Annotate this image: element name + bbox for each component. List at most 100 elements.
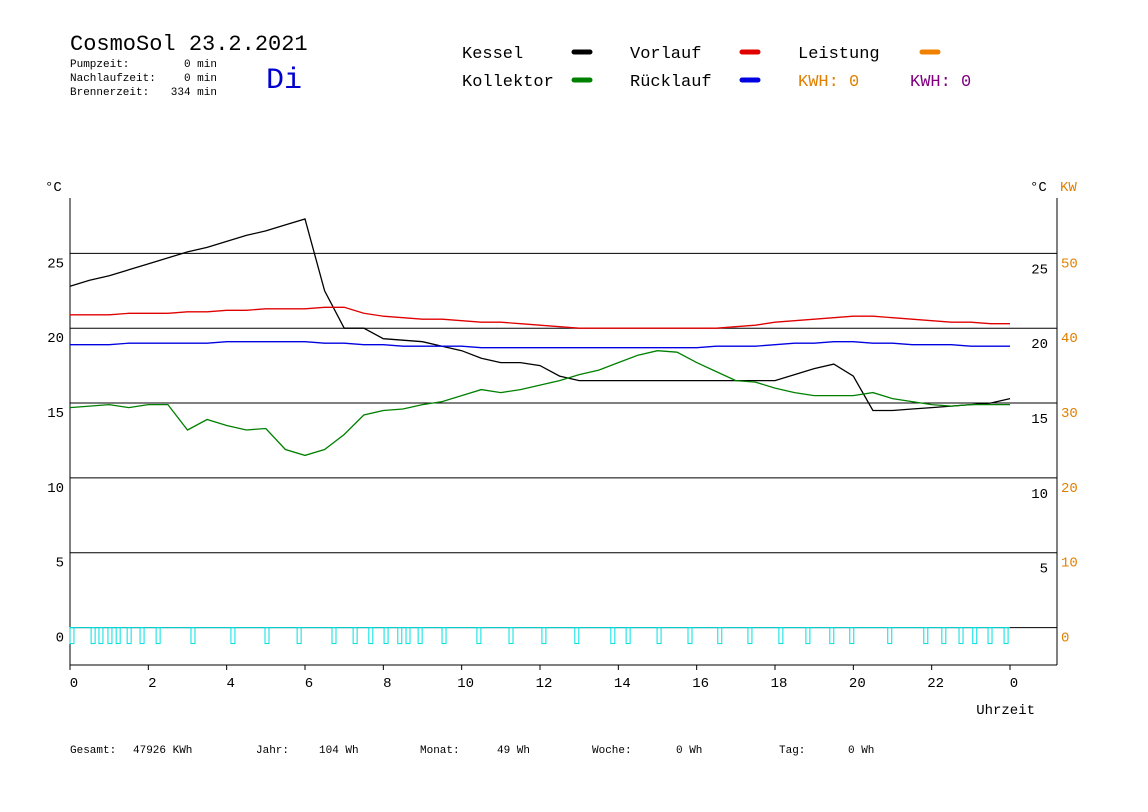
y-right-tick-label: 5 <box>1040 562 1048 578</box>
y-right-tick-label: 10 <box>1031 487 1048 503</box>
pump-pulse <box>264 627 270 645</box>
x-tick-label: 12 <box>536 676 553 692</box>
x-tick-label: 8 <box>383 676 391 692</box>
pump-pulse <box>778 627 784 645</box>
footer-label: Woche: <box>592 745 632 757</box>
pump-pulse <box>441 627 447 645</box>
footer-label: Monat: <box>420 745 460 757</box>
y-right-tick-label: 15 <box>1031 412 1048 428</box>
kwh-label: KWH: 0 <box>798 73 859 92</box>
legend-label: Kollektor <box>462 73 554 92</box>
pump-pulse <box>987 627 993 645</box>
y2-tick-label: 20 <box>1061 481 1078 497</box>
stat-value: 0 min <box>184 59 217 71</box>
footer-label: Jahr: <box>256 745 289 757</box>
title: CosmoSol 23.2.2021 <box>70 32 308 57</box>
pump-pulse <box>368 627 374 645</box>
pump-pulse <box>610 627 616 645</box>
series-line <box>70 341 1010 349</box>
footer-value: 47926 KWh <box>133 745 192 757</box>
pump-pulse <box>69 627 75 645</box>
pump-pulse <box>656 627 662 645</box>
legend-label: Leistung <box>798 45 880 64</box>
pump-pulse <box>126 627 132 645</box>
y-tick-label: 0 <box>56 631 64 647</box>
x-tick-label: 4 <box>226 676 234 692</box>
x-tick-label: 6 <box>305 676 313 692</box>
y2-axis-label: KW <box>1060 180 1077 196</box>
y-tick-label: 10 <box>47 481 64 497</box>
pump-pulse <box>107 627 113 645</box>
footer-value: 0 Wh <box>848 745 874 757</box>
series-line <box>70 306 1010 329</box>
y-right-tick-label: 25 <box>1031 262 1048 278</box>
stat-value: 334 min <box>171 87 217 99</box>
x-tick-label: 16 <box>692 676 709 692</box>
x-tick-label: 0 <box>70 676 78 692</box>
pump-pulse <box>331 627 337 645</box>
weekday: Di <box>266 64 302 98</box>
pump-pulse <box>687 627 693 645</box>
pump-pulse <box>541 627 547 645</box>
stat-label: Pumpzeit: <box>70 59 129 71</box>
x-tick-label: 14 <box>614 676 631 692</box>
y-tick-label: 5 <box>56 556 64 572</box>
pump-pulse <box>1003 627 1009 645</box>
pump-pulse <box>829 627 835 645</box>
x-tick-label: 18 <box>771 676 788 692</box>
pump-pulse <box>508 627 514 645</box>
y2-tick-label: 30 <box>1061 406 1078 422</box>
x-tick-label: 20 <box>849 676 866 692</box>
pump-pulse <box>941 627 947 645</box>
stat-value: 0 min <box>184 73 217 85</box>
legend-label: Kessel <box>462 45 523 64</box>
stat-label: Nachlaufzeit: <box>70 73 156 85</box>
pump-pulse <box>397 627 403 645</box>
pump-pulse <box>887 627 893 645</box>
series-line <box>69 350 1010 457</box>
footer-value: 0 Wh <box>676 745 702 757</box>
kwh-label: KWH: 0 <box>910 73 971 92</box>
pump-pulse <box>230 627 236 645</box>
y2-tick-label: 50 <box>1061 256 1078 272</box>
footer-label: Gesamt: <box>70 745 116 757</box>
x-tick-label: 2 <box>148 676 156 692</box>
footer-label: Tag: <box>779 745 805 757</box>
stat-label: Brennerzeit: <box>70 87 149 99</box>
footer-value: 104 Wh <box>319 745 359 757</box>
legend-label: Rücklauf <box>630 73 712 92</box>
pump-pulse <box>383 627 389 645</box>
y-right-tick-label: 20 <box>1031 337 1048 353</box>
pump-pulse <box>849 627 855 645</box>
y2-tick-label: 0 <box>1061 631 1069 647</box>
pump-pulse <box>352 627 358 645</box>
pump-pulse <box>923 627 929 645</box>
y-tick-label: 25 <box>47 256 64 272</box>
pump-pulse <box>155 627 161 645</box>
pump-pulse <box>98 627 104 645</box>
pump-pulse <box>190 627 196 645</box>
pump-pulse <box>625 627 631 645</box>
pump-pulse <box>574 627 580 645</box>
y2-tick-label: 40 <box>1061 331 1078 347</box>
pump-pulse <box>405 627 411 645</box>
pump-pulse <box>115 627 121 645</box>
x-tick-label: 22 <box>927 676 944 692</box>
y-tick-label: 15 <box>47 406 64 422</box>
y2-axis-unit: °C <box>1030 180 1047 196</box>
pump-pulse <box>805 627 811 645</box>
pump-pulse <box>90 627 96 645</box>
x-tick-label: 0 <box>1010 676 1018 692</box>
pump-pulse <box>717 627 723 645</box>
pump-pulse <box>476 627 482 645</box>
footer-value: 49 Wh <box>497 745 530 757</box>
y-axis-unit: °C <box>45 180 62 196</box>
x-axis-label: Uhrzeit <box>976 703 1035 719</box>
pump-pulse <box>972 627 978 645</box>
legend-label: Vorlauf <box>630 45 701 64</box>
pump-pulse <box>747 627 753 645</box>
series-line <box>69 218 1011 412</box>
y-tick-label: 20 <box>47 331 64 347</box>
y2-tick-label: 10 <box>1061 556 1078 572</box>
pump-pulse <box>139 627 145 645</box>
